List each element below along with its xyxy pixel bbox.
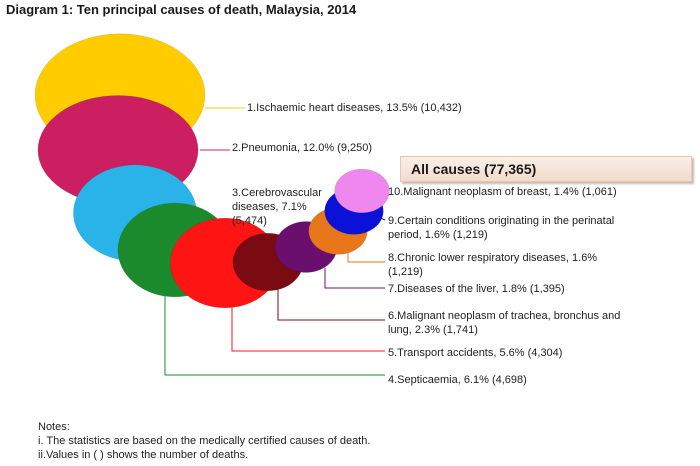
- label-cause-8b: (1,219): [388, 266, 423, 278]
- label-cause-7: 7.Diseases of the liver, 1.8% (1,395): [388, 283, 565, 295]
- notes: Notes: i. The statistics are based on th…: [38, 420, 370, 462]
- leader-line-cause-5: [231, 290, 385, 352]
- label-cause-2: 2.Pneumonia, 12.0% (9,250): [232, 142, 373, 154]
- label-cause-10: 10.Malignant neoplasm of breast, 1.4% (1…: [388, 186, 617, 198]
- leader-line-cause-9: [371, 213, 386, 221]
- leader-line-cause-8: [347, 245, 385, 263]
- label-cause-4: 4.Septicaemia, 6.1% (4,698): [388, 374, 527, 386]
- note-2: ii.Values in ( ) shows the number of dea…: [38, 449, 249, 461]
- all-causes-label: All causes (77,365): [411, 161, 537, 177]
- label-cause-8a: 8.Chronic lower respiratory diseases, 1.…: [388, 252, 598, 264]
- all-causes-box: All causes (77,365): [400, 156, 692, 182]
- label-cause-3a: 3.Cerebrovascular: [232, 187, 322, 199]
- leader-line-cause-4: [164, 268, 385, 376]
- label-cause-5: 5.Transport accidents, 5.6% (4,304): [388, 347, 563, 359]
- label-cause-9a: 9.Certain conditions originating in the …: [388, 215, 615, 227]
- label-cause-1: 1.Ischaemic heart diseases, 13.5% (10,43…: [247, 102, 462, 114]
- label-cause-6b: lung, 2.3% (1,741): [388, 324, 478, 336]
- note-1: i. The statistics are based on the medic…: [38, 435, 371, 447]
- label-cause-3c: (5,474): [232, 215, 267, 227]
- label-cause-9b: period, 1.6% (1,219): [388, 229, 488, 241]
- leader-line-cause-7: [324, 268, 385, 289]
- bubble-cause-10: [334, 168, 390, 214]
- leader-line-cause-6: [277, 285, 385, 321]
- label-cause-6a: 6.Malignant neoplasm of trachea, bronchu…: [388, 310, 621, 322]
- label-cause-3b: diseases, 7.1%: [232, 201, 307, 213]
- chart-title: Diagram 1: Ten principal causes of death…: [6, 2, 357, 17]
- notes-heading: Notes:: [38, 421, 70, 433]
